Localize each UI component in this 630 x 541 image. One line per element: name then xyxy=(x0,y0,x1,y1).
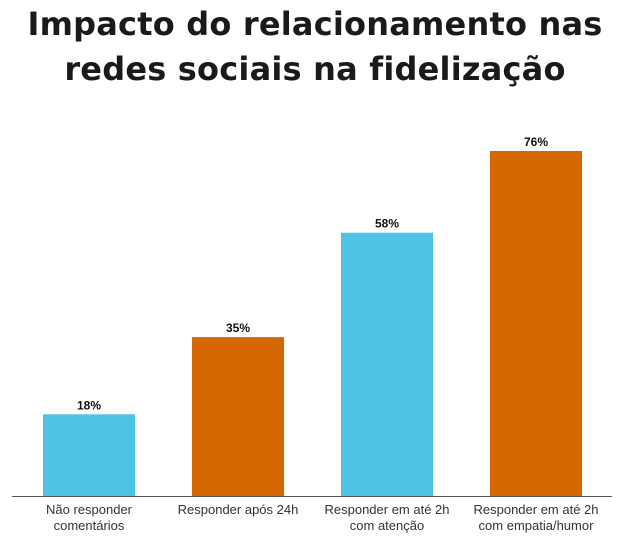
value-label-4: 76% xyxy=(524,135,548,149)
category-label-1-line-1: Não responder xyxy=(46,502,133,517)
category-label-3-line-1: Responder em até 2h xyxy=(324,502,449,517)
value-label-1: 18% xyxy=(77,398,101,412)
category-label-4-line-1: Responder em até 2h xyxy=(473,502,598,517)
chart-title-line-2: redes sociais na fidelização xyxy=(64,50,566,88)
bar-2 xyxy=(192,337,284,496)
bar-3 xyxy=(341,232,433,497)
bar-4 xyxy=(490,151,582,496)
bar-1 xyxy=(43,414,135,496)
value-label-3: 58% xyxy=(375,217,399,231)
chart-title-line-1: Impacto do relacionamento nas xyxy=(27,5,603,43)
category-label-1-line-2: comentários xyxy=(54,518,125,533)
value-label-2: 35% xyxy=(226,321,250,335)
category-label-4-line-2: com empatia/humor xyxy=(479,518,595,533)
chart-title: Impacto do relacionamento nas redes soci… xyxy=(0,2,630,92)
category-label-3-line-2: com atenção xyxy=(350,518,424,533)
category-label-2-line-1: Responder após 24h xyxy=(178,502,299,517)
